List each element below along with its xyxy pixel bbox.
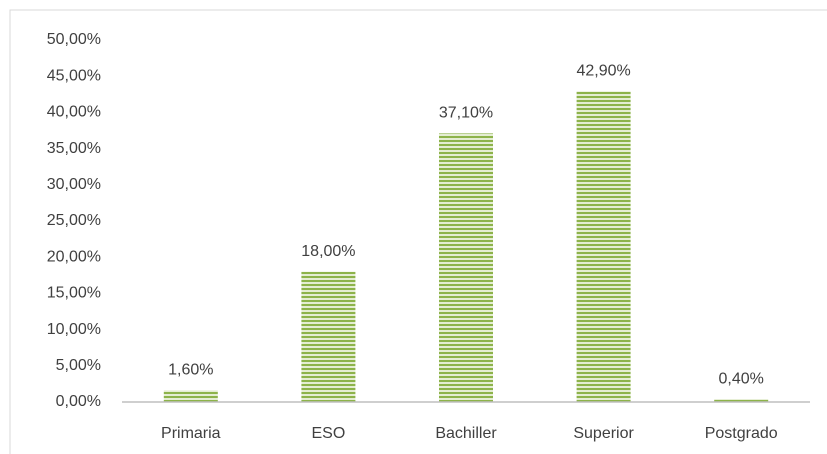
y-tick-label: 30,00% [47,176,101,193]
y-tick-label: 0,00% [56,393,101,410]
y-tick-label: 50,00% [47,31,101,48]
bar [301,271,356,402]
y-tick-label: 5,00% [56,357,101,374]
data-label: 37,10% [439,105,493,122]
bar [714,399,769,402]
y-tick-label: 45,00% [47,67,101,84]
y-tick-label: 35,00% [47,140,101,157]
x-tick-label: Superior [573,425,634,442]
bar [576,91,631,403]
data-label: 42,90% [576,63,630,80]
data-label: 0,40% [719,370,764,387]
y-tick-label: 15,00% [47,285,101,302]
y-tick-label: 25,00% [47,212,101,229]
bar [163,390,218,402]
chart-border [9,9,827,454]
x-tick-label: Postgrado [705,425,778,442]
data-label: 18,00% [301,243,355,260]
y-tick-label: 10,00% [47,321,101,338]
y-tick-label: 20,00% [47,248,101,265]
data-label: 1,60% [168,362,213,379]
x-tick-label: Bachiller [435,425,497,442]
y-tick-label: 40,00% [47,104,101,121]
bar [439,133,493,402]
x-tick-label: ESO [312,425,346,442]
x-tick-label: Primaria [161,425,221,442]
